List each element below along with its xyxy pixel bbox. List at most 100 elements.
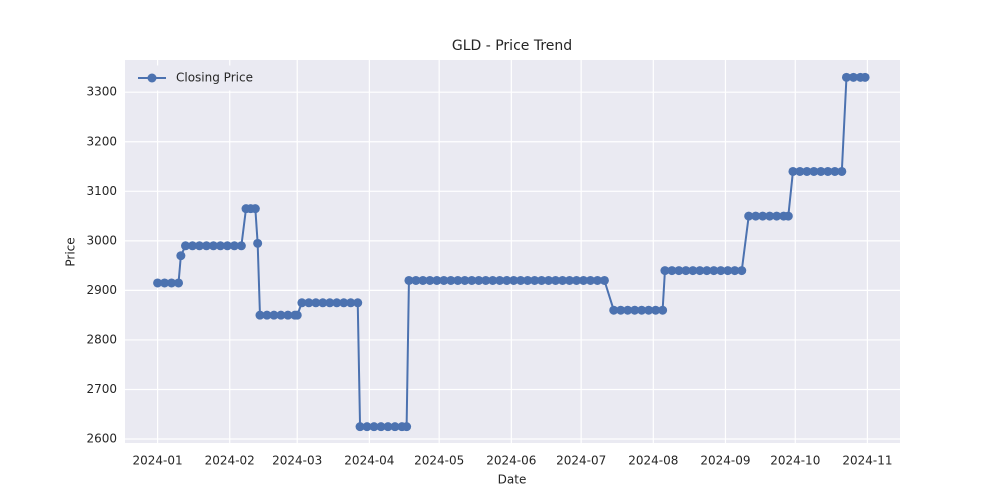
data-point	[702, 266, 712, 276]
data-point	[355, 422, 365, 432]
data-point	[558, 275, 568, 285]
data-point	[616, 305, 626, 315]
data-point	[208, 241, 218, 251]
legend-label: Closing Price	[176, 71, 253, 85]
x-tick-label: 2024-08	[628, 454, 678, 468]
data-point	[599, 275, 609, 285]
data-point	[592, 275, 602, 285]
data-point	[716, 266, 726, 276]
y-tick-label: 3100	[86, 184, 117, 198]
data-point	[658, 305, 668, 315]
data-point	[153, 278, 163, 288]
data-point	[446, 275, 456, 285]
data-point	[723, 266, 733, 276]
data-point	[460, 275, 470, 285]
data-point	[194, 241, 204, 251]
data-point	[425, 275, 435, 285]
legend: Closing Price	[130, 65, 266, 91]
data-point	[269, 310, 279, 320]
data-point	[644, 305, 654, 315]
data-point	[318, 298, 328, 308]
data-point	[236, 241, 246, 251]
data-point	[353, 298, 363, 308]
data-point	[176, 251, 186, 261]
data-point	[250, 204, 260, 214]
data-point	[502, 275, 512, 285]
legend-marker	[147, 73, 157, 83]
data-point	[609, 305, 619, 315]
x-tick-label: 2024-04	[344, 454, 394, 468]
data-point	[253, 238, 263, 248]
data-point	[565, 275, 575, 285]
x-tick-label: 2024-05	[414, 454, 464, 468]
y-tick-label: 2800	[86, 332, 117, 346]
data-point	[262, 310, 272, 320]
data-point	[311, 298, 321, 308]
data-point	[578, 275, 588, 285]
data-point	[860, 72, 870, 82]
data-point	[418, 275, 428, 285]
data-point	[837, 166, 847, 176]
data-point	[841, 72, 851, 82]
data-point	[730, 266, 740, 276]
data-point	[783, 211, 793, 221]
data-point	[709, 266, 719, 276]
data-point	[346, 298, 356, 308]
data-point	[623, 305, 633, 315]
data-point	[439, 275, 449, 285]
data-point	[283, 310, 293, 320]
y-tick-label: 2700	[86, 382, 117, 396]
data-point	[404, 275, 414, 285]
x-tick-label: 2024-11	[842, 454, 892, 468]
data-point	[788, 166, 798, 176]
data-point	[276, 310, 286, 320]
data-point	[229, 241, 239, 251]
data-point	[292, 310, 302, 320]
data-point	[637, 305, 647, 315]
data-point	[516, 275, 526, 285]
x-tick-label: 2024-09	[700, 454, 750, 468]
data-point	[667, 266, 677, 276]
grid	[125, 60, 900, 443]
x-tick-label: 2024-07	[556, 454, 606, 468]
data-point	[332, 298, 342, 308]
data-point	[695, 266, 705, 276]
data-point	[481, 275, 491, 285]
x-tick-label: 2024-03	[272, 454, 322, 468]
y-tick-label: 2600	[86, 432, 117, 446]
data-point	[181, 241, 191, 251]
data-point	[772, 211, 782, 221]
data-point	[304, 298, 314, 308]
data-point	[495, 275, 505, 285]
data-point	[523, 275, 533, 285]
y-axis-label: Price	[64, 237, 78, 266]
data-point	[744, 211, 754, 221]
x-tick-label: 2024-10	[770, 454, 820, 468]
x-axis-label: Date	[498, 473, 527, 487]
data-point	[255, 310, 265, 320]
data-point	[765, 211, 775, 221]
data-point	[474, 275, 484, 285]
x-tick-label: 2024-01	[133, 454, 183, 468]
data-point	[830, 166, 840, 176]
data-point	[402, 422, 412, 432]
data-point	[544, 275, 554, 285]
marks	[153, 72, 870, 432]
y-tick-label: 3200	[86, 134, 117, 148]
data-point	[215, 241, 225, 251]
data-point	[509, 275, 519, 285]
data-point	[530, 275, 540, 285]
data-point	[823, 166, 833, 176]
data-point	[537, 275, 547, 285]
plot-area	[125, 60, 900, 443]
data-point	[376, 422, 386, 432]
data-point	[488, 275, 498, 285]
data-point	[187, 241, 197, 251]
data-point	[751, 211, 761, 221]
data-point	[688, 266, 698, 276]
data-point	[816, 166, 826, 176]
data-point	[551, 275, 561, 285]
data-point	[390, 422, 400, 432]
y-tick-label: 2900	[86, 283, 117, 297]
